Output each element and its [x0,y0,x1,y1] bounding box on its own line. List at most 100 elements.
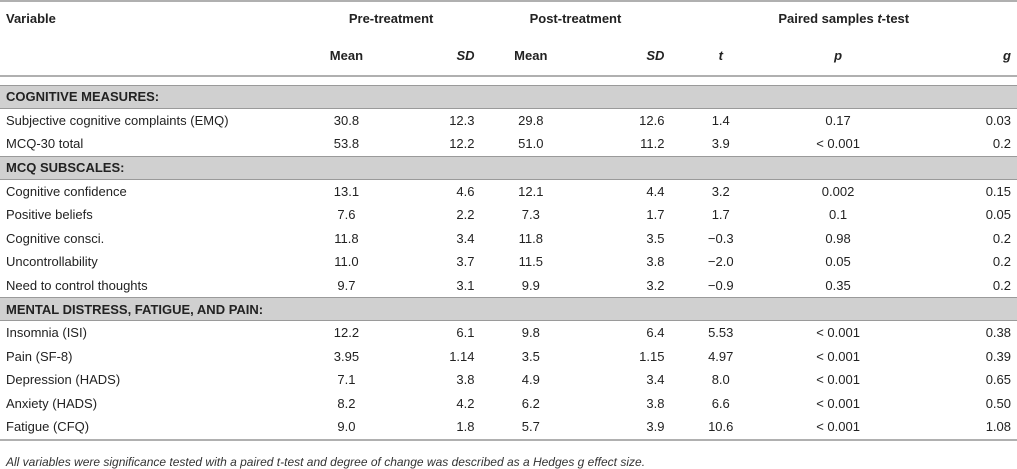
spacer-row [0,76,1017,85]
post-mean-cell: 9.9 [521,277,540,293]
pre-sd-cell: 6.1 [456,325,475,341]
pre-mean-cell: 9.0 [301,415,392,441]
pre-mean-cell: 12.2 [333,325,360,341]
section-title: MCQ SUBSCALES: [0,155,1017,180]
header-blank [0,35,302,77]
p-cell: < 0.001 [816,136,860,152]
pre-mean-cell: 53.8 [333,136,360,152]
header-pre-mean: Mean [301,35,392,77]
post-mean-cell: 4.9 [521,372,540,388]
t-cell: −0.3 [707,230,734,246]
post-sd-cell: 1.15 [639,348,665,364]
section-title: COGNITIVE MEASURES: [0,84,1017,109]
g-cell: 0.65 [985,372,1011,388]
post-mean-cell: 29.8 [518,112,544,128]
g-cell: 0.03 [985,112,1011,128]
table-row: Anxiety (HADS) 8.2 4.2 6.2 3.8 6.6 < 0.001 0.50 [0,392,1017,416]
row-label: Cognitive confidence [6,183,127,199]
header-post-sd: SD [581,35,671,77]
table-footnote: All variables were significance tested w… [6,454,646,469]
t-cell: 3.2 [711,183,730,199]
header-pre-sd: SD [391,35,481,77]
t-cell: −0.9 [707,277,734,293]
p-cell: < 0.001 [816,348,860,364]
post-mean-cell: 6.2 [521,395,540,411]
table-row: Positive beliefs 7.6 2.2 7.3 1.7 1.7 0.1 0.05 [0,203,1017,227]
post-mean-cell: 3.5 [521,348,540,364]
table-row: Subjective cognitive complaints (EMQ) 30.… [0,108,1017,132]
p-cell: 0.05 [825,254,851,270]
p-cell: < 0.001 [771,415,906,441]
p-cell: 0.35 [825,277,851,293]
pre-mean-cell: 7.6 [337,207,356,223]
g-cell: 0.2 [992,230,1011,246]
t-cell: 5.53 [708,325,734,341]
header-variable: Variable [0,0,302,35]
pre-mean-cell: 9.7 [337,277,356,293]
row-label: Depression (HADS) [6,372,121,388]
pre-sd-cell: 3.8 [456,372,475,388]
table-row: Insomnia (ISI) 12.2 6.1 9.8 6.4 5.53 < 0.001 0.… [0,321,1017,345]
pre-sd-cell: 2.2 [456,207,475,223]
g-cell: 0.15 [985,183,1011,199]
t-cell: −2.0 [707,254,734,270]
g-cell: 0.05 [985,207,1011,223]
p-cell: 0.17 [825,112,851,128]
section-header: MCQ SUBSCALES: [0,155,1017,180]
post-sd-cell: 4.4 [646,183,665,199]
header-p: p [771,35,906,77]
g-cell: 0.38 [985,325,1011,341]
pre-sd-cell: 3.7 [456,254,475,270]
header-g: g [905,35,1017,77]
section-header: MENTAL DISTRESS, FATIGUE, AND PAIN: [0,297,1017,321]
header-post-mean: Mean [480,35,582,77]
row-label: Anxiety (HADS) [6,395,98,411]
pre-sd-cell: 3.1 [456,277,475,293]
table-row: Pain (SF-8) 3.95 1.14 3.5 1.15 4.97 < 0.001 0.3… [0,345,1017,369]
table-row: Uncontrollability 11.0 3.7 11.5 3.8 −2.0 0.05 0… [0,250,1017,274]
pre-sd-cell: 1.8 [391,415,481,441]
row-label: Pain (SF-8) [6,348,73,364]
post-mean-cell: 11.5 [518,254,543,270]
p-cell: 0.002 [821,183,855,199]
post-sd-cell: 3.9 [581,415,671,441]
row-label: MCQ-30 total [6,136,84,152]
post-sd-cell: 12.6 [639,112,665,128]
table-row: Depression (HADS) 7.1 3.8 4.9 3.4 8.0 < 0.001 0… [0,368,1017,392]
p-cell: 0.1 [829,207,848,223]
table-row: Cognitive confidence 13.1 4.6 12.1 4.4 3.2 0.0… [0,179,1017,203]
g-cell: 0.50 [985,395,1011,411]
table-row: Fatigue (CFQ) 9.0 1.8 5.7 3.9 10.6 < 0.001 1.08 [0,415,1017,441]
post-sd-cell: 3.5 [646,230,665,246]
section-title: MENTAL DISTRESS, FATIGUE, AND PAIN: [0,297,1017,321]
table-row: MCQ-30 total 53.8 12.2 51.0 11.2 3.9 < 0.001 0.… [0,132,1017,156]
g-cell: 0.2 [992,277,1011,293]
row-label: Fatigue (CFQ) [0,415,302,441]
pre-sd-cell: 4.6 [456,183,475,199]
results-table: Variable Pre-treatment Post-treatment Pa… [0,0,1017,441]
g-cell: 0.2 [992,136,1011,152]
pre-sd-cell: 12.3 [449,112,475,128]
p-cell: < 0.001 [816,372,860,388]
table-header: Variable Pre-treatment Post-treatment Pa… [0,0,1017,77]
post-mean-cell: 11.8 [518,230,543,246]
header-paired-test: Paired samples t-test [670,0,1017,35]
pre-mean-cell: 8.2 [337,395,356,411]
p-cell: < 0.001 [816,325,860,341]
pre-mean-cell: 11.8 [334,230,359,246]
post-sd-cell: 6.4 [646,325,665,341]
post-sd-cell: 3.8 [646,254,665,270]
header-pre-treatment: Pre-treatment [301,0,481,35]
table-body: COGNITIVE MEASURES: Subjective cognitive … [0,76,1017,441]
pre-sd-cell: 4.2 [456,395,475,411]
post-sd-cell: 11.2 [640,136,665,152]
post-mean-cell: 51.0 [518,136,544,152]
row-label: Uncontrollability [6,254,98,270]
g-cell: 0.2 [992,254,1011,270]
header-post-treatment: Post-treatment [480,0,671,35]
pre-sd-cell: 1.14 [449,348,475,364]
row-label: Insomnia (ISI) [6,325,87,341]
row-label: Subjective cognitive complaints (EMQ) [6,112,229,128]
t-cell: 1.4 [711,112,730,128]
table-row: Need to control thoughts 9.7 3.1 9.9 3.2 −0.9… [0,274,1017,298]
